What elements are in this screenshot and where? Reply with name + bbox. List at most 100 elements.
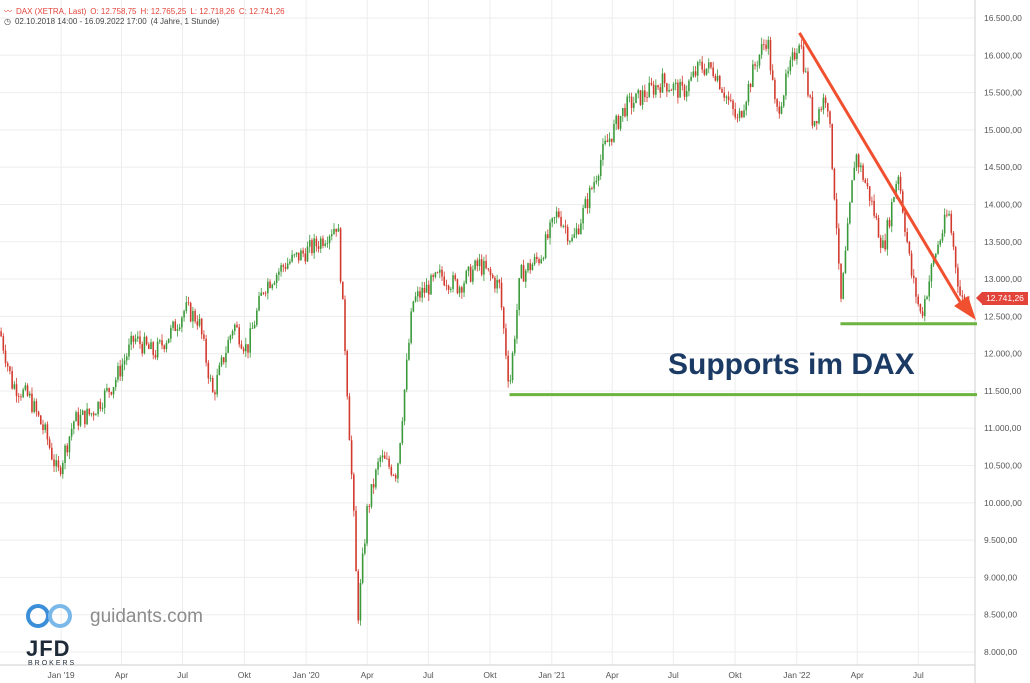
candle-body	[456, 279, 459, 294]
line-chart-icon: 〰	[4, 7, 12, 16]
candle-body	[430, 275, 432, 295]
candle-body	[452, 275, 454, 289]
candle-body	[207, 362, 210, 379]
candle-body	[840, 263, 842, 299]
candle-body	[932, 257, 935, 265]
candle-body	[454, 275, 457, 280]
candle-body	[602, 143, 604, 160]
candle-body	[855, 154, 858, 168]
low-value: L: 12.718,26	[190, 7, 235, 16]
candle-body	[763, 44, 765, 45]
candle-body	[760, 44, 763, 55]
candle-body	[672, 84, 675, 91]
candle-body	[128, 344, 130, 357]
candle-body	[959, 286, 961, 296]
candle-body	[663, 73, 666, 84]
candle-body	[419, 291, 421, 298]
candle-body	[685, 91, 688, 97]
candle-body	[445, 285, 448, 287]
candle-body	[472, 269, 474, 282]
candle-body	[103, 390, 106, 408]
candle-body	[26, 385, 29, 396]
candle-body	[815, 121, 818, 124]
candle-body	[205, 338, 207, 363]
candle-body	[615, 115, 617, 124]
candle-body	[494, 277, 496, 289]
candle-body	[895, 184, 897, 198]
candle-body	[862, 165, 864, 180]
candle-body	[736, 117, 739, 119]
candle-body	[233, 324, 236, 332]
candle-body	[48, 439, 51, 448]
candle-body	[196, 321, 199, 326]
candle-body	[710, 62, 712, 68]
candle-body	[657, 85, 659, 88]
candle-body	[538, 259, 540, 264]
candle-body	[79, 414, 82, 426]
candle-body	[582, 208, 584, 224]
candle-body	[379, 457, 382, 462]
x-tick-label: Jan '22	[783, 670, 810, 680]
candle-body	[639, 90, 642, 105]
candle-body	[119, 365, 121, 377]
candle-body	[696, 62, 699, 76]
candle-body	[921, 311, 924, 316]
candle-body	[641, 90, 644, 105]
candle-body	[75, 412, 77, 422]
candle-body	[90, 413, 93, 415]
candle-body	[813, 121, 816, 126]
candle-body	[692, 71, 695, 77]
candle-body	[342, 281, 344, 300]
candle-body	[829, 111, 831, 124]
candle-body	[33, 401, 35, 412]
candle-body	[291, 254, 293, 262]
candle-body	[758, 54, 761, 66]
candle-body	[249, 328, 252, 353]
candle-body	[480, 259, 483, 275]
candle-body	[194, 310, 196, 322]
candle-body	[599, 159, 602, 176]
candle-body	[871, 200, 873, 202]
candle-body	[560, 216, 562, 227]
candle-body	[214, 392, 216, 395]
candle-body	[253, 324, 256, 329]
candle-body	[441, 269, 443, 277]
candle-body	[800, 45, 803, 47]
candle-body	[571, 237, 573, 242]
candle-body	[143, 336, 146, 354]
candle-body	[483, 260, 485, 275]
candle-body	[57, 460, 60, 468]
candle-body	[630, 96, 633, 108]
candle-body	[580, 223, 582, 235]
candle-body	[31, 393, 33, 412]
candle-body	[192, 310, 194, 322]
y-tick-label: 9.500,00	[984, 535, 1017, 545]
candle-body	[608, 138, 611, 143]
candle-body	[390, 466, 393, 475]
candle-body	[211, 377, 214, 393]
candle-body	[496, 279, 498, 289]
candle-body	[899, 176, 902, 192]
candle-body	[95, 414, 97, 416]
candle-body	[597, 175, 600, 181]
candle-body	[910, 253, 913, 276]
close-value: C: 12.741,26	[238, 7, 285, 16]
candle-body	[55, 460, 58, 467]
candle-body	[798, 45, 800, 54]
candle-body	[165, 343, 168, 350]
candle-body	[236, 324, 238, 328]
candle-body	[256, 310, 258, 325]
candle-body	[262, 292, 265, 294]
candle-body	[414, 296, 417, 302]
candle-body	[670, 90, 673, 91]
x-tick-label: Apr	[851, 670, 864, 680]
candle-body	[51, 447, 53, 460]
x-tick-label: Jan '21	[538, 670, 565, 680]
resistance-trendline	[798, 32, 964, 306]
candle-body	[370, 484, 373, 507]
candle-body	[381, 455, 384, 458]
candle-body	[668, 90, 670, 92]
candle-body	[743, 110, 745, 118]
candle-body	[659, 87, 662, 93]
